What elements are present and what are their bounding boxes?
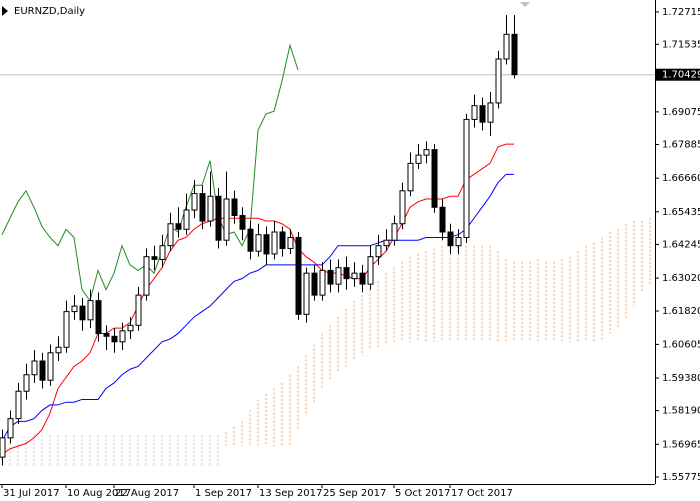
- y-tick-label: 1.60605: [662, 339, 700, 350]
- candle-body: [479, 105, 486, 123]
- x-tick-label: 13 Sep 2017: [259, 488, 322, 499]
- y-tick-label: 1.58190: [662, 406, 700, 417]
- candle-body: [463, 118, 470, 238]
- candle-body: [47, 352, 54, 381]
- candle-body: [39, 360, 46, 381]
- candle-body: [183, 209, 190, 230]
- candle-body: [119, 330, 126, 343]
- candle-body: [327, 269, 334, 285]
- candle-body: [271, 231, 278, 255]
- candle-body: [439, 206, 446, 233]
- candle-body: [279, 231, 286, 249]
- y-tick-label: 1.59380: [662, 373, 700, 384]
- candle-body: [399, 190, 406, 225]
- candle-body: [15, 390, 22, 420]
- candle-body: [455, 236, 462, 247]
- candle-body: [127, 324, 134, 332]
- candle-body: [303, 272, 310, 315]
- candle-body: [375, 245, 382, 258]
- y-tick-label: 1.65435: [662, 207, 700, 218]
- y-tick-label: 1.56965: [662, 439, 700, 450]
- candle-body: [311, 272, 318, 296]
- candle-body: [343, 267, 350, 280]
- indicator-line: [1, 173, 514, 441]
- candle-body: [159, 245, 166, 260]
- candle-body: [383, 239, 390, 247]
- candle-body: [175, 223, 182, 230]
- candle-body: [95, 300, 102, 335]
- candle-body: [247, 228, 254, 252]
- candle-body: [335, 267, 342, 285]
- candle-body: [55, 346, 62, 354]
- candle-body: [359, 272, 366, 285]
- candle-body: [263, 234, 270, 255]
- x-tick-label: 10 Aug 2017: [67, 488, 131, 499]
- x-tick-label: 25 Sep 2017: [323, 488, 386, 499]
- x-tick-label: 31 Jul 2017: [3, 488, 60, 499]
- candle-body: [23, 374, 30, 392]
- candle-body: [295, 236, 302, 315]
- candle-body: [79, 305, 86, 321]
- chart-title: EURNZD,Daily: [14, 6, 85, 17]
- candle-body: [31, 360, 38, 376]
- title-marker: [2, 6, 8, 16]
- candle-body: [447, 231, 454, 247]
- x-tick-label: 17 Oct 2017: [451, 488, 513, 499]
- plot-area: [0, 15, 655, 466]
- candle-body: [191, 193, 198, 211]
- candle-body: [207, 195, 214, 222]
- indicator-line: [1, 143, 514, 455]
- candle-body: [71, 305, 78, 313]
- y-tick-label: 1.64245: [662, 239, 700, 250]
- candle-body: [7, 418, 14, 439]
- y-tick-label: 1.63020: [662, 273, 700, 284]
- last-price-label: 1.70429: [662, 70, 700, 81]
- last-price-box: [656, 68, 700, 81]
- candle-body: [471, 105, 478, 120]
- y-tick-label: 1.71535: [662, 39, 700, 50]
- candle-body: [503, 33, 510, 60]
- y-tick-label: 1.72715: [662, 7, 700, 18]
- candle-body: [231, 198, 238, 217]
- x-tick-label: 22 Aug 2017: [115, 488, 179, 499]
- candle-body: [255, 234, 262, 252]
- candle-body: [495, 58, 502, 104]
- candle-body: [143, 256, 150, 296]
- candle-body: [487, 102, 494, 123]
- candle-body: [319, 269, 326, 296]
- y-tick-label: 1.55775: [662, 472, 700, 483]
- x-tick-label: 1 Sep 2017: [195, 488, 252, 499]
- candle-body: [111, 335, 118, 343]
- candle-body: [415, 154, 422, 164]
- candle-body: [135, 294, 142, 326]
- y-tick-label: 1.66660: [662, 173, 700, 184]
- y-tick-label: 1.67885: [662, 140, 700, 151]
- candle-body: [239, 215, 246, 230]
- candle-body: [431, 149, 438, 208]
- candle-body: [511, 33, 518, 76]
- shift-marker: [520, 2, 530, 7]
- x-tick-label: 5 Oct 2017: [395, 488, 450, 499]
- candle-body: [407, 162, 414, 192]
- candle-body: [367, 256, 374, 285]
- candle-body: [199, 193, 206, 222]
- candle-body: [167, 223, 174, 247]
- y-tick-label: 1.61820: [662, 306, 700, 317]
- candle-body: [215, 195, 222, 241]
- candle-body: [391, 223, 398, 241]
- candle-body: [287, 236, 294, 249]
- candle-body: [87, 300, 94, 321]
- candle-body: [223, 198, 230, 241]
- candle-body: [423, 149, 430, 156]
- y-tick-label: 1.69075: [662, 107, 700, 118]
- candle-body: [0, 437, 6, 458]
- candle-body: [351, 272, 358, 280]
- candle-body: [151, 256, 158, 260]
- candle-body: [103, 333, 110, 337]
- candle-body: [63, 311, 70, 348]
